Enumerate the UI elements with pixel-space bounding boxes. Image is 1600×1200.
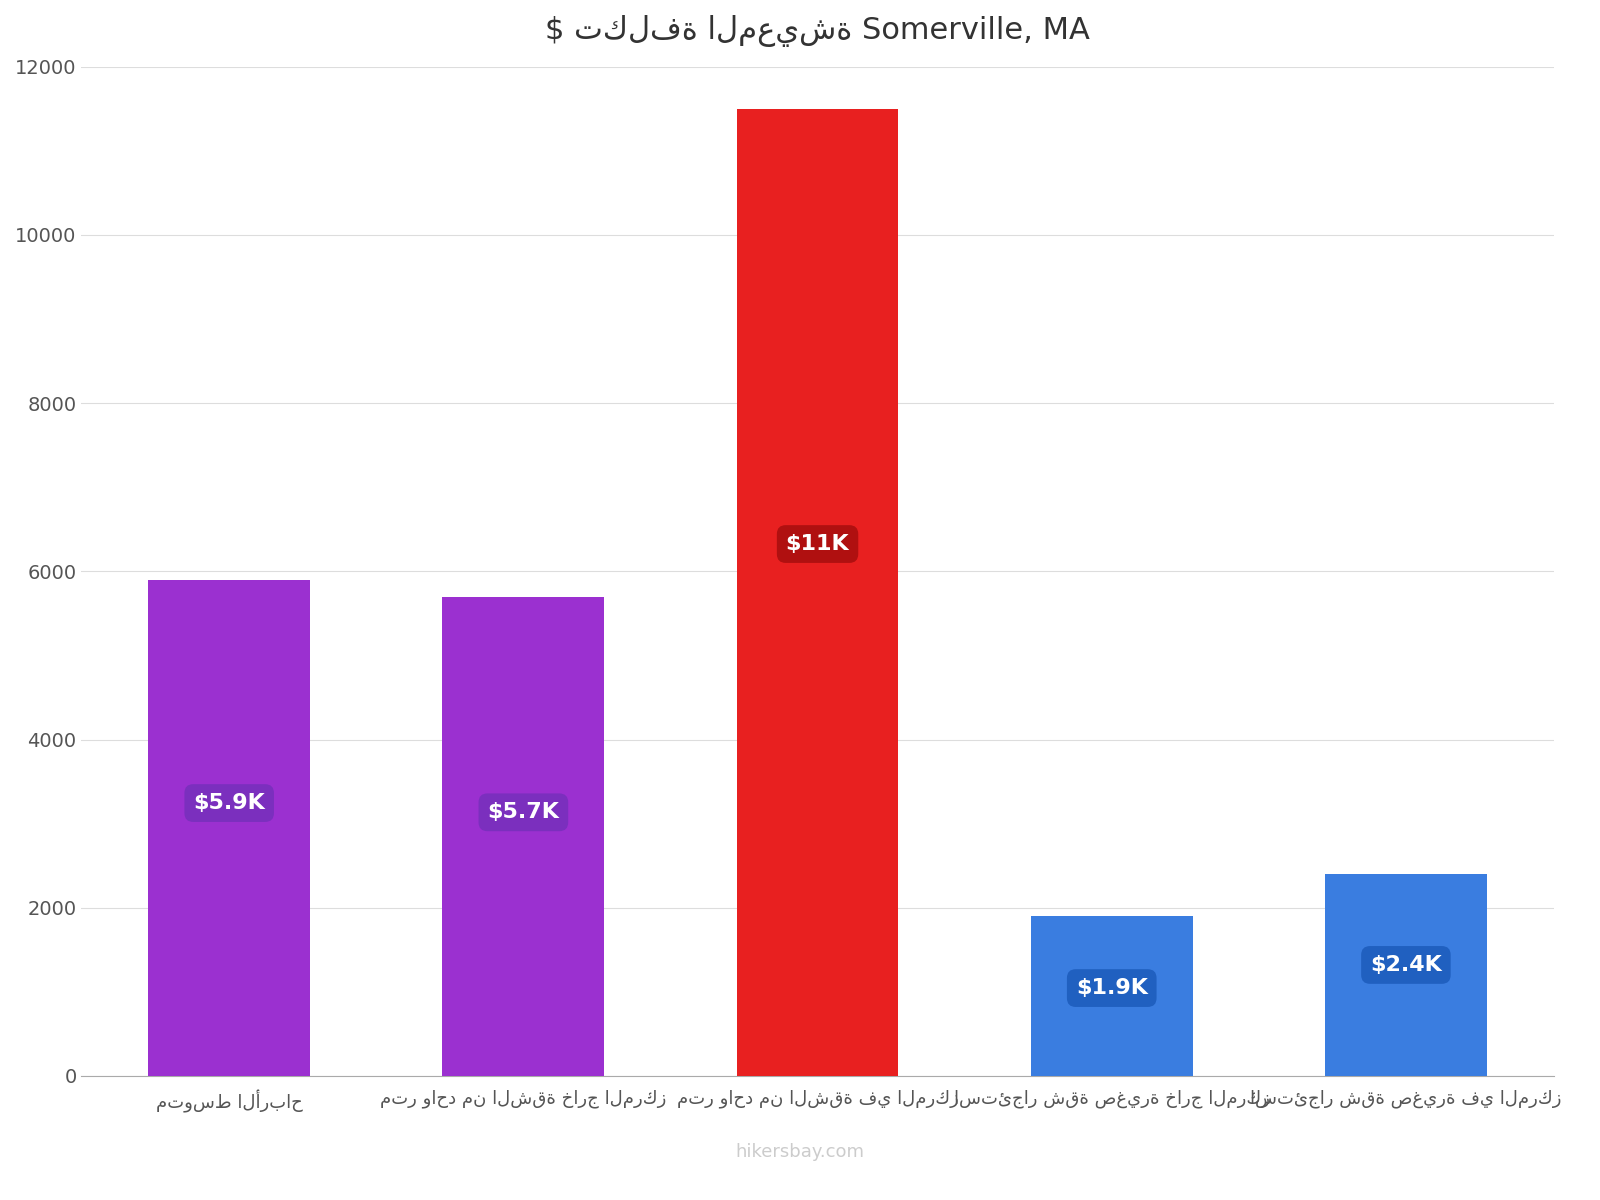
Text: $11K: $11K [786,534,850,554]
Bar [149,580,310,1076]
Text: $1.9K: $1.9K [1075,978,1147,998]
Bar [1325,874,1486,1076]
Text: hikersbay.com: hikersbay.com [736,1142,864,1162]
Text: $5.9K: $5.9K [194,793,266,814]
Text: $2.4K: $2.4K [1370,955,1442,974]
Text: $5.7K: $5.7K [488,803,560,822]
Title: $ تكلفة المعيشة Somerville, MA: $ تكلفة المعيشة Somerville, MA [546,14,1090,47]
Bar [736,109,899,1076]
Bar [1030,916,1192,1076]
Bar [443,596,605,1076]
